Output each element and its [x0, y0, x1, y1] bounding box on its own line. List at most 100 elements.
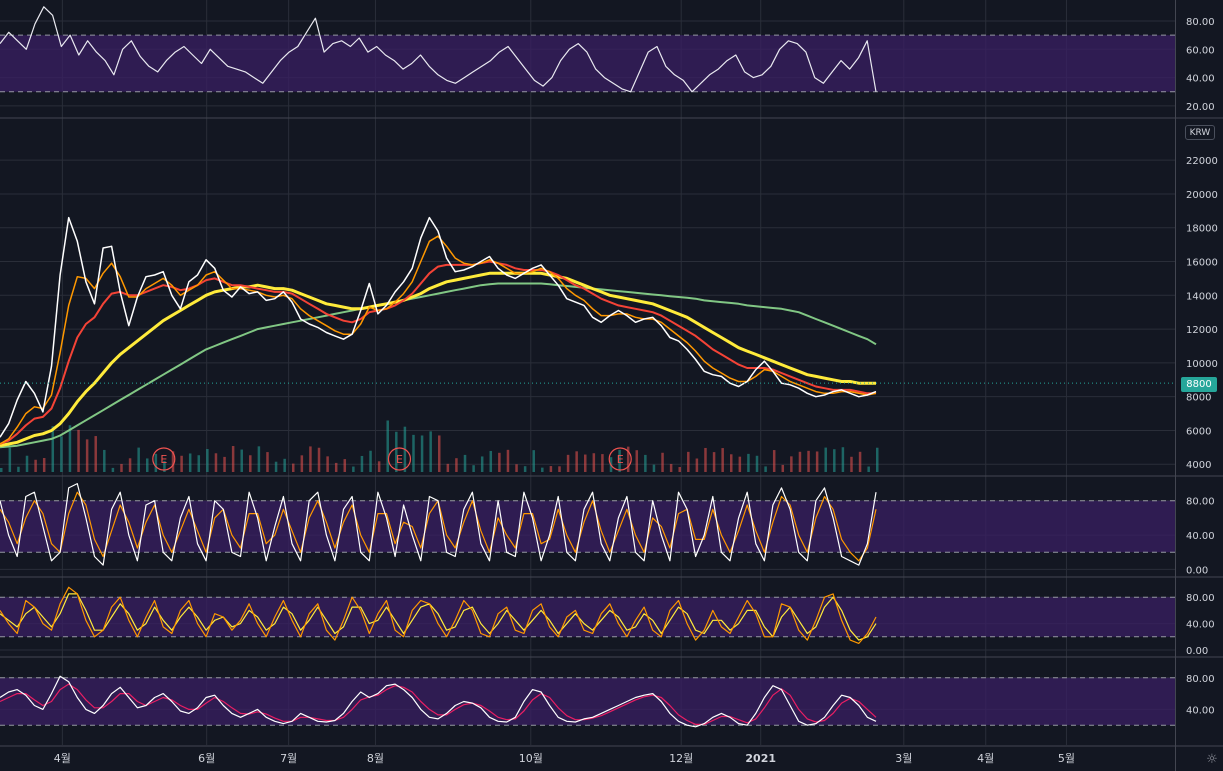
volume-bar: [575, 451, 578, 472]
volume-bar: [223, 456, 226, 472]
x-tick-label-2: 7월: [280, 752, 297, 765]
earnings-marker-0: [152, 447, 176, 471]
volume-bar: [420, 435, 424, 472]
volume-bar: [833, 449, 836, 472]
stoch-d-line: [0, 593, 877, 641]
ema-mid-line: [0, 260, 876, 445]
volume-bar: [815, 451, 819, 472]
volume-bar: [85, 439, 89, 472]
volume-bar: [154, 453, 158, 472]
volume-bar: [438, 435, 441, 472]
volume-bar: [678, 467, 681, 472]
x-tick-label-9: 5월: [1058, 752, 1075, 765]
stoch-rsi-tick-label-1: 40.00: [1186, 531, 1215, 542]
volume-bar: [772, 450, 776, 472]
x-tick-label-0: 4월: [54, 752, 71, 765]
earnings-marker-2: [608, 447, 632, 471]
volume-bar: [17, 466, 20, 472]
volume-bar: [644, 454, 647, 472]
volume-bar: [188, 453, 192, 472]
volume-bar: [738, 456, 742, 472]
volume-bar: [283, 458, 286, 472]
volume-bar: [687, 451, 690, 472]
rsi-line: [0, 6, 877, 93]
volume-bar: [781, 464, 785, 472]
currency-label[interactable]: KRW: [1185, 125, 1215, 140]
volume-bar: [120, 463, 123, 472]
volume-bar: [429, 431, 432, 472]
price-tick-label-4: 14000: [1186, 291, 1218, 302]
volume-bar: [25, 455, 29, 472]
volume-bar: [807, 450, 810, 472]
price-tick-label-5: 12000: [1186, 325, 1218, 336]
volume-bar: [257, 446, 261, 472]
volume-bar: [197, 455, 201, 472]
ema-long-line: [0, 282, 877, 449]
price-tick-label-9: 4000: [1186, 460, 1211, 471]
volume-bar: [137, 447, 140, 472]
volume-bar: [60, 436, 63, 472]
volume-bar: [412, 434, 415, 472]
volume-bar: [163, 460, 166, 472]
settings-gear-icon[interactable]: ☼: [1206, 752, 1218, 767]
volume-bar: [111, 467, 115, 472]
volume-bar: [68, 425, 72, 472]
stoch-rsi-tick-label-0: 80.00: [1186, 497, 1215, 508]
volume-bar: [360, 455, 364, 472]
volume-bar: [34, 459, 37, 472]
volume-bar: [51, 426, 55, 472]
ema-slow-line: [0, 271, 876, 448]
volume-bar: [747, 453, 750, 472]
volume-bar: [369, 450, 372, 472]
earnings-marker-label-1: E: [396, 453, 403, 466]
volume-bar: [841, 447, 845, 472]
volume-bar: [343, 459, 347, 472]
volume-bar: [240, 449, 243, 472]
stoch-band: [0, 597, 1175, 637]
price-tick-label-1: 20000: [1186, 190, 1218, 201]
stoch-rsi-k-line: [0, 483, 877, 566]
volume-bar: [377, 461, 381, 472]
volume-bar: [386, 420, 389, 472]
volume-bar: [274, 461, 278, 472]
volume-bar: [730, 454, 733, 472]
stoch-k-line: [0, 586, 877, 645]
volume-bar: [206, 448, 209, 472]
volume-bar: [292, 463, 295, 472]
volume-bar: [94, 436, 97, 472]
volume-bar: [601, 454, 604, 472]
stoch-tick-label-2: 0.00: [1186, 646, 1208, 657]
volume-bar: [790, 456, 793, 472]
volume-bar: [704, 447, 707, 472]
volume-bar: [0, 468, 3, 472]
volume-bar: [489, 450, 493, 472]
volume-bar: [541, 467, 544, 472]
volume-bar: [618, 449, 621, 472]
smi-tick-label-1: 40.00: [1186, 705, 1215, 716]
ema-fast-line: [0, 235, 877, 445]
volume-bar: [532, 450, 535, 472]
volume-bar: [266, 452, 269, 472]
volume-bar: [77, 429, 80, 472]
volume-bar: [300, 455, 304, 472]
volume-bar: [352, 466, 355, 472]
volume-bar: [180, 455, 183, 472]
volume-bar: [867, 466, 870, 472]
volume-bar: [326, 456, 329, 472]
volume-bar: [463, 454, 467, 472]
volume-bar: [309, 446, 312, 472]
x-tick-label-8: 4월: [977, 752, 994, 765]
earnings-marker-label-0: E: [160, 453, 167, 466]
x-tick-label-5: 12월: [669, 752, 693, 765]
earnings-marker-label-2: E: [617, 453, 624, 466]
price-tick-label-2: 18000: [1186, 224, 1218, 235]
volume-bar: [498, 452, 501, 472]
volume-bar: [42, 458, 46, 472]
rsi-tick-label-0: 80.00: [1186, 17, 1215, 28]
volume-bar: [146, 458, 149, 472]
volume-bar: [231, 446, 235, 472]
volume-bar: [661, 452, 664, 472]
volume-bar: [712, 452, 716, 472]
x-tick-label-4: 10월: [519, 752, 543, 765]
